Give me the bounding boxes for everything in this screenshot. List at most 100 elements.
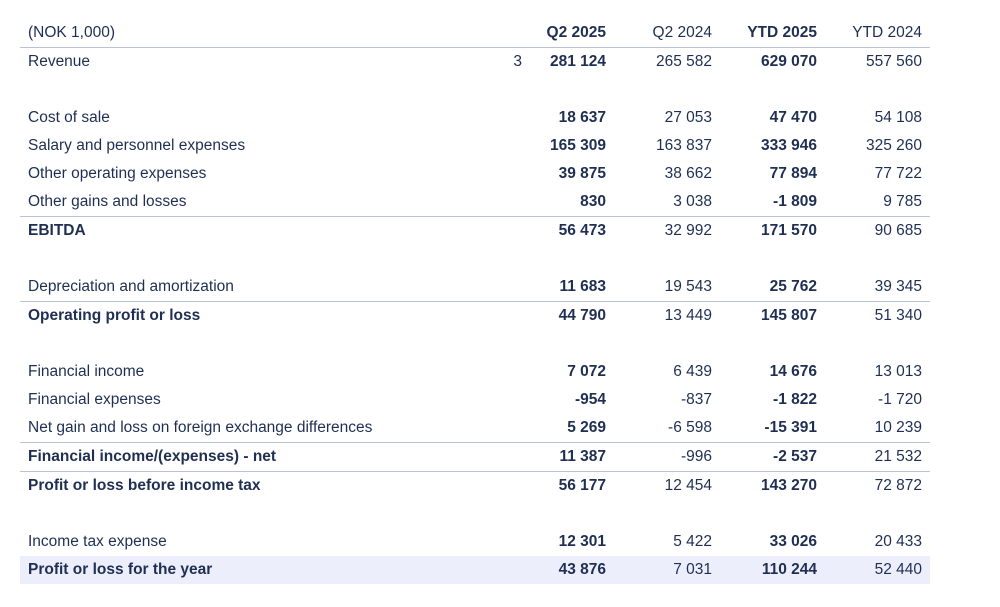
table-row: Cost of sale 18 637 27 053 47 470 54 108 bbox=[20, 104, 930, 132]
value-q2-2024: 163 837 bbox=[655, 137, 712, 154]
table-header-row: (NOK 1,000) Q2 2025 Q2 2024 YTD 2025 YTD… bbox=[20, 19, 930, 48]
value-ytd-2025: 110 244 bbox=[761, 561, 817, 578]
table-row-total: Profit or loss for the year 43 876 7 031… bbox=[20, 556, 930, 584]
value-ytd-2024: 21 532 bbox=[874, 448, 922, 465]
value-ytd-2025: 171 570 bbox=[760, 222, 817, 239]
value-ytd-2025: -15 391 bbox=[764, 419, 817, 436]
row-label: Net gain and loss on foreign exchange di… bbox=[28, 419, 373, 436]
value-q2-2025: 18 637 bbox=[558, 109, 606, 126]
spacer bbox=[20, 245, 930, 273]
value-q2-2024: 265 582 bbox=[655, 53, 712, 70]
value-q2-2025: -954 bbox=[574, 391, 606, 408]
note-ref: 3 bbox=[513, 53, 522, 70]
value-ytd-2024: 39 345 bbox=[874, 278, 922, 295]
value-q2-2025: 56 473 bbox=[558, 222, 606, 239]
value-q2-2024: -837 bbox=[680, 391, 712, 408]
row-label: Financial income bbox=[28, 363, 145, 380]
row-label: Profit or loss for the year bbox=[28, 561, 213, 578]
value-q2-2024: 5 422 bbox=[673, 533, 712, 550]
value-ytd-2024: 54 108 bbox=[874, 109, 922, 126]
spacer bbox=[20, 500, 930, 528]
value-q2-2025: 39 875 bbox=[558, 165, 606, 182]
row-label: Cost of sale bbox=[28, 109, 110, 126]
value-q2-2024: 19 543 bbox=[664, 278, 712, 295]
value-ytd-2024: 325 260 bbox=[865, 137, 922, 154]
value-q2-2024: 7 031 bbox=[673, 561, 712, 578]
header-ytd-2024: YTD 2024 bbox=[852, 24, 922, 41]
value-q2-2024: -996 bbox=[680, 448, 712, 465]
value-ytd-2025: 145 807 bbox=[760, 307, 817, 324]
value-ytd-2024: 20 433 bbox=[874, 533, 922, 550]
value-q2-2025: 11 683 bbox=[559, 278, 606, 295]
value-ytd-2025: -2 537 bbox=[773, 448, 817, 465]
value-ytd-2025: 33 026 bbox=[769, 533, 817, 550]
value-ytd-2025: 333 946 bbox=[760, 137, 817, 154]
value-q2-2024: 3 038 bbox=[673, 193, 712, 210]
table-row: Profit or loss before income tax 56 177 … bbox=[20, 472, 930, 500]
spacer bbox=[20, 330, 930, 358]
value-ytd-2025: 77 894 bbox=[769, 165, 817, 182]
value-q2-2025: 12 301 bbox=[558, 533, 606, 550]
value-q2-2024: 12 454 bbox=[664, 477, 712, 494]
value-q2-2025: 165 309 bbox=[549, 137, 606, 154]
row-label: Financial expenses bbox=[28, 391, 161, 408]
row-label: Profit or loss before income tax bbox=[28, 477, 261, 494]
table-row: Financial income 7 072 6 439 14 676 13 0… bbox=[20, 358, 930, 386]
value-q2-2024: 27 053 bbox=[664, 109, 712, 126]
value-q2-2024: -6 598 bbox=[668, 419, 712, 436]
value-ytd-2024: 52 440 bbox=[874, 561, 922, 578]
unit-label: (NOK 1,000) bbox=[28, 24, 116, 41]
value-q2-2024: 13 449 bbox=[664, 307, 712, 324]
income-statement-table: (NOK 1,000) Q2 2025 Q2 2024 YTD 2025 YTD… bbox=[20, 19, 930, 584]
value-ytd-2024: 90 685 bbox=[874, 222, 922, 239]
table-row: Depreciation and amortization 11 683 19 … bbox=[20, 273, 930, 302]
value-ytd-2024: 77 722 bbox=[874, 165, 922, 182]
table-row: Net gain and loss on foreign exchange di… bbox=[20, 414, 930, 443]
table-row: Salary and personnel expenses 165 309 16… bbox=[20, 132, 930, 160]
value-ytd-2025: 47 470 bbox=[769, 109, 817, 126]
value-ytd-2025: 25 762 bbox=[769, 278, 817, 295]
spacer bbox=[20, 76, 930, 104]
value-q2-2025: 7 072 bbox=[567, 363, 606, 380]
row-label: Revenue bbox=[28, 53, 91, 70]
table-row: Other gains and losses 830 3 038 -1 809 … bbox=[20, 188, 930, 217]
value-ytd-2024: 557 560 bbox=[865, 53, 922, 70]
value-q2-2024: 38 662 bbox=[664, 165, 712, 182]
value-ytd-2024: 9 785 bbox=[883, 193, 922, 210]
table-row: Income tax expense 12 301 5 422 33 026 2… bbox=[20, 528, 930, 556]
value-q2-2025: 44 790 bbox=[558, 307, 606, 324]
value-ytd-2024: 72 872 bbox=[874, 477, 922, 494]
table-row: Financial income/(expenses) - net 11 387… bbox=[20, 443, 930, 472]
value-ytd-2025: -1 809 bbox=[773, 193, 817, 210]
table-row: Financial expenses -954 -837 -1 822 -1 7… bbox=[20, 386, 930, 414]
table-row: EBITDA 56 473 32 992 171 570 90 685 bbox=[20, 217, 930, 245]
value-q2-2025: 281 124 bbox=[549, 53, 606, 70]
header-q2-2025: Q2 2025 bbox=[546, 24, 606, 41]
value-q2-2024: 32 992 bbox=[664, 222, 712, 239]
value-ytd-2025: 14 676 bbox=[769, 363, 817, 380]
value-q2-2024: 6 439 bbox=[673, 363, 712, 380]
row-label: Operating profit or loss bbox=[28, 307, 201, 324]
value-ytd-2024: 51 340 bbox=[874, 307, 922, 324]
value-q2-2025: 11 387 bbox=[559, 448, 606, 465]
table-row: Operating profit or loss 44 790 13 449 1… bbox=[20, 302, 930, 330]
value-ytd-2025: 143 270 bbox=[760, 477, 817, 494]
value-ytd-2025: -1 822 bbox=[773, 391, 817, 408]
value-ytd-2024: 13 013 bbox=[874, 363, 922, 380]
row-label: EBITDA bbox=[28, 222, 86, 239]
value-ytd-2025: 629 070 bbox=[760, 53, 817, 70]
row-label: Financial income/(expenses) - net bbox=[28, 448, 277, 465]
table-row: Revenue 3 281 124 265 582 629 070 557 56… bbox=[20, 48, 930, 76]
header-q2-2024: Q2 2024 bbox=[652, 24, 712, 41]
header-ytd-2025: YTD 2025 bbox=[747, 24, 817, 41]
value-ytd-2024: -1 720 bbox=[878, 391, 922, 408]
row-label: Salary and personnel expenses bbox=[28, 137, 246, 154]
value-q2-2025: 5 269 bbox=[567, 419, 606, 436]
value-q2-2025: 56 177 bbox=[558, 477, 606, 494]
row-label: Depreciation and amortization bbox=[28, 278, 234, 295]
row-label: Income tax expense bbox=[28, 533, 167, 550]
value-q2-2025: 830 bbox=[580, 193, 606, 210]
value-q2-2025: 43 876 bbox=[558, 561, 606, 578]
row-label: Other operating expenses bbox=[28, 165, 207, 182]
row-label: Other gains and losses bbox=[28, 193, 187, 210]
